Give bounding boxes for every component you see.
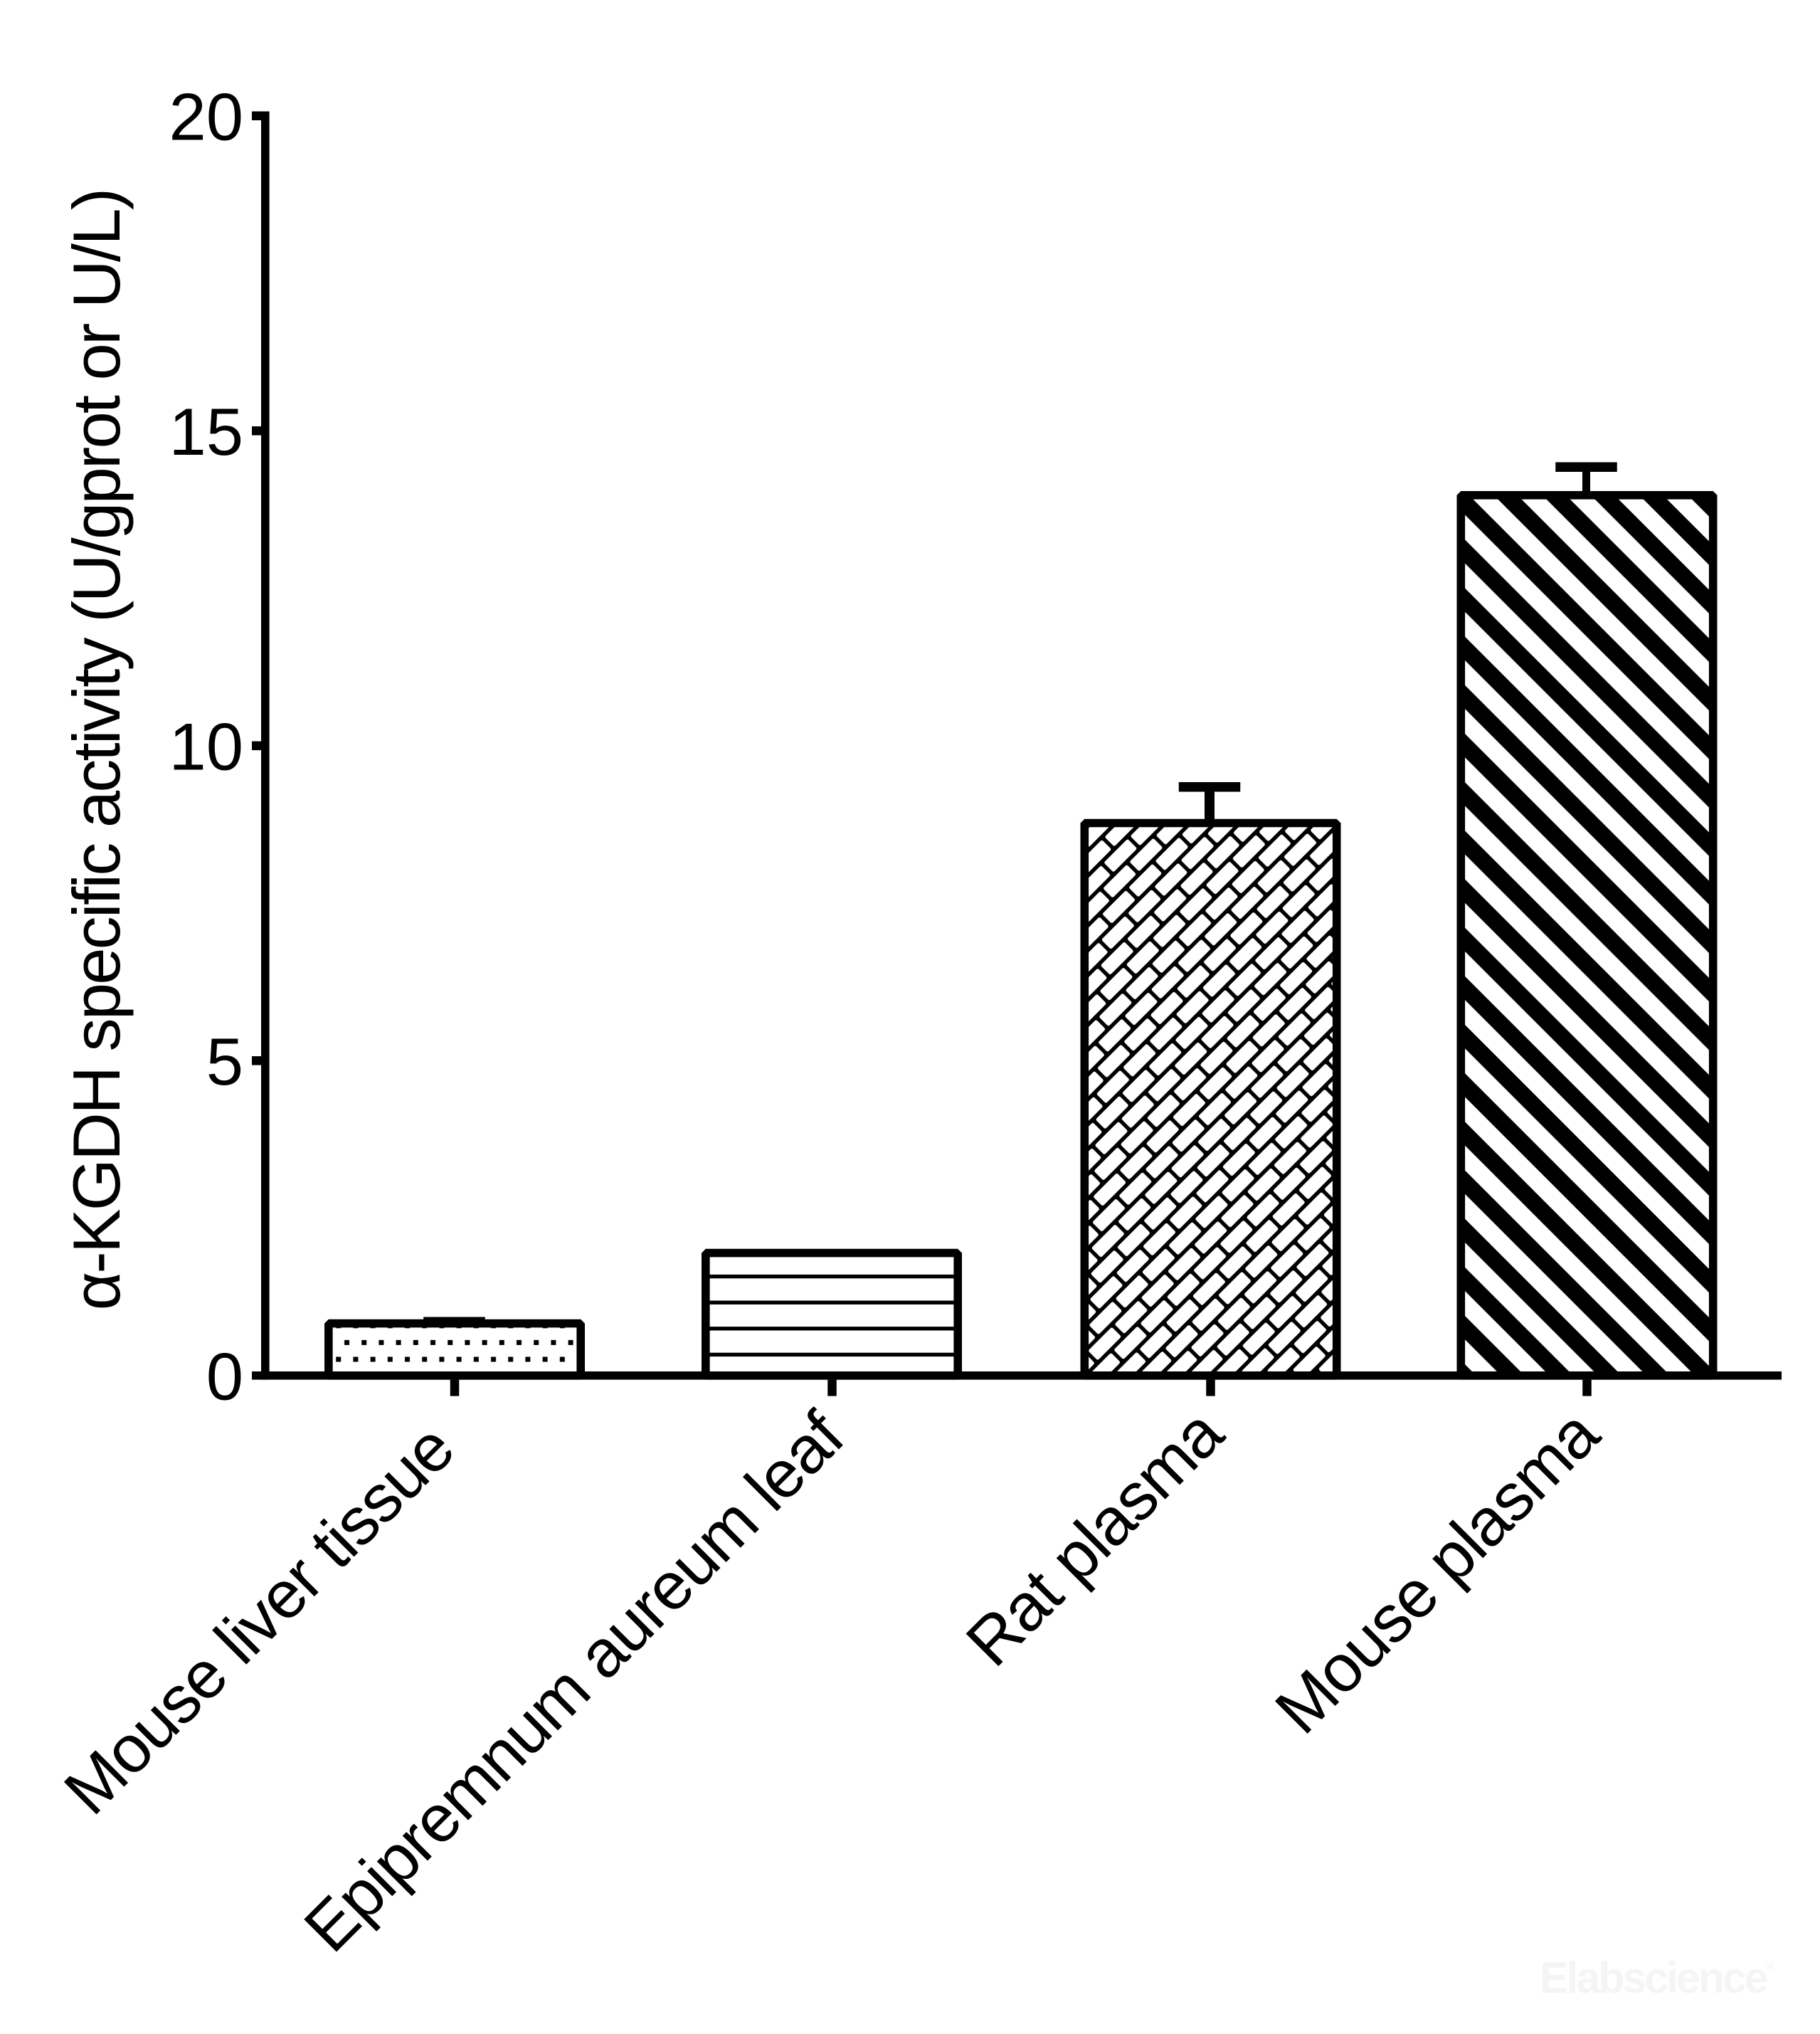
svg-text:α-KGDH specific activity (U/gp: α-KGDH specific activity (U/gprot or U/L…	[59, 190, 134, 1310]
svg-text:0: 0	[206, 1339, 243, 1413]
svg-text:5: 5	[206, 1024, 243, 1099]
svg-text:Elabscience®: Elabscience®	[1540, 1954, 1774, 2002]
svg-text:20: 20	[169, 79, 243, 154]
svg-text:10: 10	[169, 709, 243, 784]
svg-text:15: 15	[169, 394, 243, 469]
